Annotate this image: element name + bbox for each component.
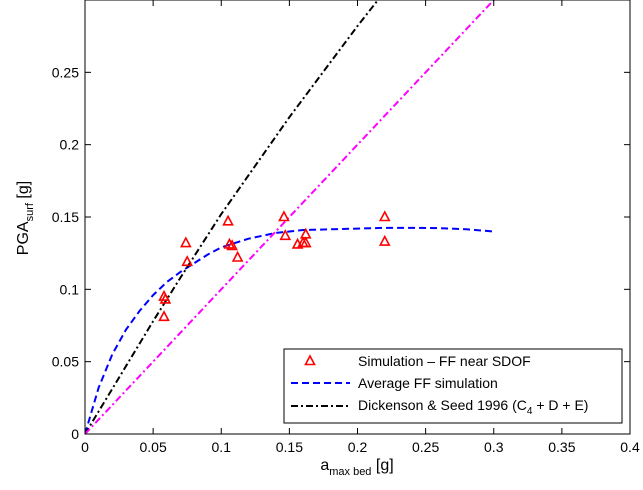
- legend-label-average: Average FF simulation: [358, 375, 498, 391]
- data-point-marker: [231, 250, 244, 262]
- x-axis: 0 0.05 0.1 0.15 0.2 0.25 0.3 0.35 0.4: [81, 0, 640, 455]
- x-axis-label-unit: [g]: [371, 457, 393, 474]
- y-axis-label-sub: surf: [24, 202, 36, 221]
- data-point-marker: [179, 236, 192, 248]
- legend-label-dickenson-sub: 4: [527, 406, 533, 417]
- y-tick-label: 0.15: [52, 209, 79, 225]
- data-point-marker: [158, 310, 170, 322]
- legend-label-dickenson-pre: Dickenson & Seed 1996 (C: [358, 397, 527, 413]
- legend-entry-average: Average FF simulation: [291, 375, 498, 391]
- legend-triangle-marker: [304, 354, 316, 366]
- data-point-marker: [181, 255, 194, 267]
- data-markers: [158, 210, 391, 322]
- data-point-marker: [299, 236, 312, 248]
- plot-lines: [85, 0, 495, 434]
- series-line-2: [85, 0, 379, 434]
- legend-entry-simulation: Simulation – FF near SDOF: [304, 353, 531, 369]
- data-point-marker: [222, 214, 234, 226]
- x-tick-label: 0.3: [484, 439, 504, 455]
- data-point-marker: [159, 292, 172, 304]
- x-tick-label: 0.05: [140, 439, 167, 455]
- data-point-marker: [278, 210, 290, 222]
- data-point-marker: [279, 229, 292, 241]
- y-tick-label: 0.1: [60, 281, 80, 297]
- x-tick-label: 0.35: [548, 439, 575, 455]
- y-tick-label: 0.05: [52, 354, 79, 370]
- y-tick-label: 0: [71, 426, 79, 442]
- series-line-1: [85, 226, 494, 434]
- data-point-marker: [223, 237, 236, 249]
- legend-label-dickenson-post: + D + E): [532, 397, 588, 413]
- x-axis-label-main: a: [320, 457, 329, 474]
- x-tick-label: 0.1: [212, 439, 232, 455]
- x-tick-label: 0.15: [276, 439, 303, 455]
- legend-label-dickenson: Dickenson & Seed 1996 (C4 + D + E): [358, 397, 588, 417]
- x-axis-label: amax bed [g]: [320, 457, 393, 478]
- data-point-marker: [378, 210, 391, 222]
- legend-entry-dickenson: Dickenson & Seed 1996 (C4 + D + E): [291, 397, 588, 417]
- x-tick-label: 0.4: [620, 439, 640, 455]
- y-axis-label: PGAsurf [g]: [15, 181, 36, 255]
- series-line-3: [85, 0, 495, 434]
- legend-box: [283, 348, 623, 424]
- y-axis-label-unit: [g]: [15, 181, 32, 203]
- y-axis: 0 0.05 0.1 0.15 0.2 0.25: [52, 64, 630, 442]
- y-tick-label: 0.2: [60, 137, 80, 153]
- legend-label-simulation: Simulation – FF near SDOF: [358, 353, 531, 369]
- y-tick-label: 0.25: [52, 64, 79, 80]
- legend: Simulation – FF near SDOF Average FF sim…: [283, 348, 623, 424]
- x-tick-label: 0.25: [412, 439, 439, 455]
- x-tick-label: 0: [81, 439, 89, 455]
- data-point-marker: [226, 239, 238, 251]
- data-point-marker: [378, 234, 391, 246]
- y-axis-label-main: PGA: [15, 221, 32, 255]
- x-tick-label: 0.2: [348, 439, 368, 455]
- x-axis-label-sub: max bed: [329, 466, 371, 478]
